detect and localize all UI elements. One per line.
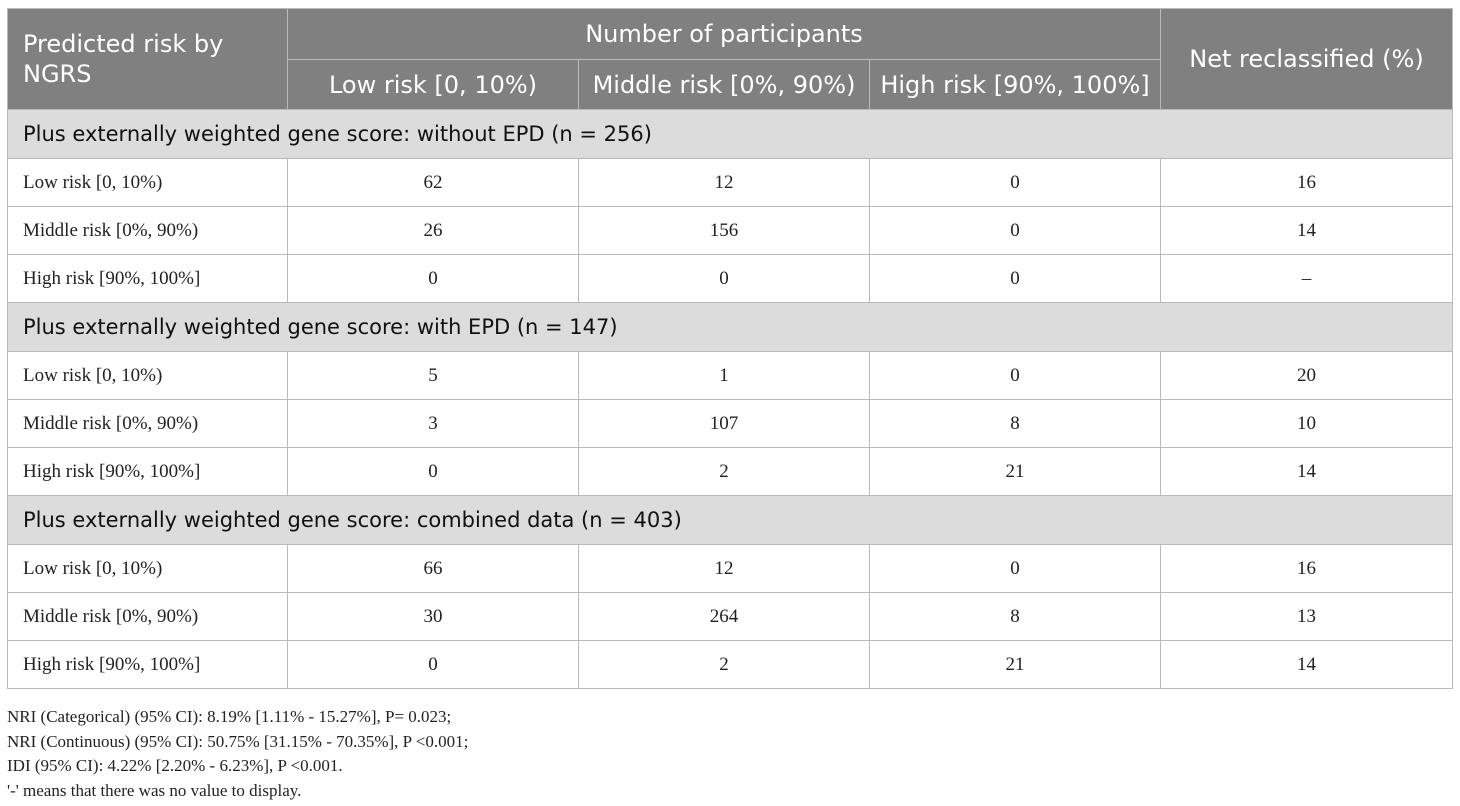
row-label: Middle risk [0%, 90%) (7, 592, 288, 641)
table-row: High risk [90%, 100%] 0 2 21 14 (7, 447, 1453, 496)
cell-middle: 12 (578, 544, 870, 593)
cell-net: 16 (1160, 158, 1453, 207)
cell-net: 14 (1160, 640, 1453, 689)
footnote-dash-meaning: '-' means that there was no value to dis… (7, 780, 302, 800)
cell-net: – (1160, 254, 1453, 303)
cell-high: 0 (869, 254, 1161, 303)
row-label: High risk [90%, 100%] (7, 254, 288, 303)
cell-high: 21 (869, 447, 1161, 496)
cell-high: 0 (869, 158, 1161, 207)
header-high-risk: High risk [90%, 100%] (869, 59, 1161, 110)
table-body: Plus externally weighted gene score: wit… (7, 109, 1453, 689)
cell-middle: 12 (578, 158, 870, 207)
cell-high: 8 (869, 592, 1161, 641)
cell-high: 0 (869, 206, 1161, 255)
header-low-risk: Low risk [0, 10%) (287, 59, 579, 110)
cell-net: 13 (1160, 592, 1453, 641)
table-row: High risk [90%, 100%] 0 0 0 – (7, 254, 1453, 303)
cell-low: 0 (287, 254, 579, 303)
table-row: Low risk [0, 10%) 62 12 0 16 (7, 158, 1453, 207)
cell-high: 0 (869, 351, 1161, 400)
section-row: Plus externally weighted gene score: com… (7, 495, 1453, 545)
row-label: High risk [90%, 100%] (7, 447, 288, 496)
row-label: Middle risk [0%, 90%) (7, 399, 288, 448)
header-middle-risk: Middle risk [0%, 90%) (578, 59, 870, 110)
section-row: Plus externally weighted gene score: wit… (7, 109, 1453, 159)
cell-low: 0 (287, 447, 579, 496)
cell-low: 5 (287, 351, 579, 400)
row-label: Middle risk [0%, 90%) (7, 206, 288, 255)
results-table-container: Predicted risk by NGRS Number of partici… (7, 8, 1453, 689)
footnote-nri-categorical: NRI (Categorical) (95% CI): 8.19% [1.11%… (7, 707, 452, 726)
table-row: Low risk [0, 10%) 66 12 0 16 (7, 544, 1453, 593)
cell-net: 16 (1160, 544, 1453, 593)
cell-high: 21 (869, 640, 1161, 689)
table-row: Low risk [0, 10%) 5 1 0 20 (7, 351, 1453, 400)
table-row: High risk [90%, 100%] 0 2 21 14 (7, 640, 1453, 689)
row-label: High risk [90%, 100%] (7, 640, 288, 689)
reclassification-table: Predicted risk by NGRS Number of partici… (7, 8, 1453, 689)
header-participants-group: Number of participants (287, 8, 1161, 60)
table-header: Predicted risk by NGRS Number of partici… (7, 8, 1453, 110)
cell-middle: 107 (578, 399, 870, 448)
cell-low: 62 (287, 158, 579, 207)
cell-middle: 2 (578, 447, 870, 496)
header-net-reclassified: Net reclassified (%) (1160, 8, 1453, 110)
section-title: Plus externally weighted gene score: com… (7, 495, 1453, 545)
cell-middle: 0 (578, 254, 870, 303)
section-title: Plus externally weighted gene score: wit… (7, 302, 1453, 352)
footnote-idi: IDI (95% CI): 4.22% [2.20% - 6.23%], P <… (7, 756, 343, 775)
cell-low: 26 (287, 206, 579, 255)
table-footnotes: NRI (Categorical) (95% CI): 8.19% [1.11%… (7, 705, 468, 803)
cell-low: 30 (287, 592, 579, 641)
row-label: Low risk [0, 10%) (7, 351, 288, 400)
cell-net: 14 (1160, 206, 1453, 255)
section-title: Plus externally weighted gene score: wit… (7, 109, 1453, 159)
section-row: Plus externally weighted gene score: wit… (7, 302, 1453, 352)
table-row: Middle risk [0%, 90%) 30 264 8 13 (7, 592, 1453, 641)
cell-low: 66 (287, 544, 579, 593)
cell-high: 0 (869, 544, 1161, 593)
cell-middle: 1 (578, 351, 870, 400)
cell-middle: 156 (578, 206, 870, 255)
cell-middle: 264 (578, 592, 870, 641)
table-row: Middle risk [0%, 90%) 26 156 0 14 (7, 206, 1453, 255)
row-label: Low risk [0, 10%) (7, 544, 288, 593)
header-predicted-risk: Predicted risk by NGRS (7, 8, 288, 110)
footnote-nri-continuous: NRI (Continuous) (95% CI): 50.75% [31.15… (7, 731, 469, 751)
cell-net: 10 (1160, 399, 1453, 448)
row-label: Low risk [0, 10%) (7, 158, 288, 207)
cell-net: 14 (1160, 447, 1453, 496)
cell-middle: 2 (578, 640, 870, 689)
table-row: Middle risk [0%, 90%) 3 107 8 10 (7, 399, 1453, 448)
cell-high: 8 (869, 399, 1161, 448)
cell-net: 20 (1160, 351, 1453, 400)
cell-low: 0 (287, 640, 579, 689)
cell-low: 3 (287, 399, 579, 448)
